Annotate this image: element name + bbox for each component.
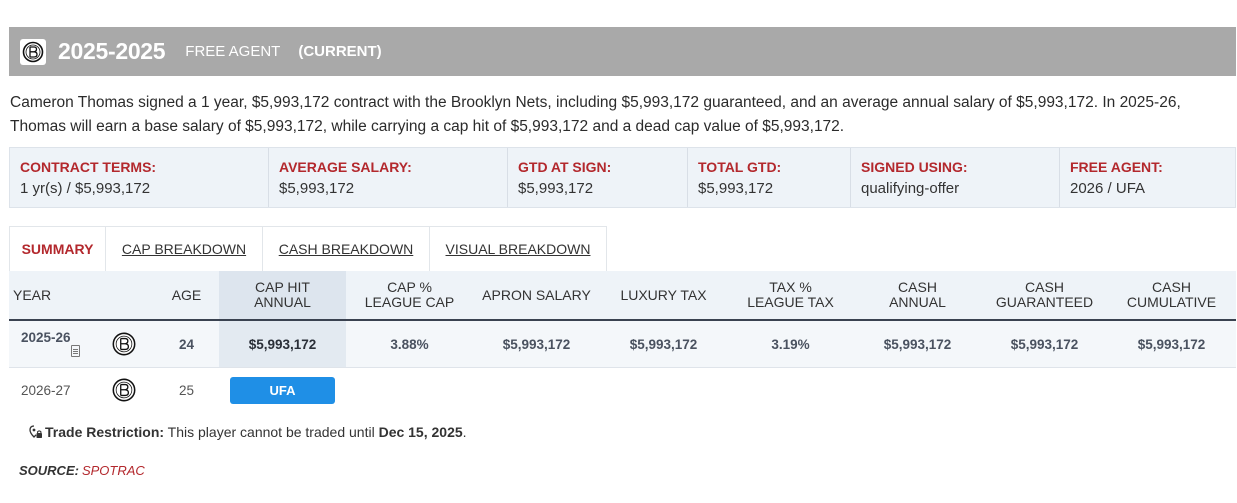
- col-year-label: YEAR: [13, 286, 52, 303]
- row-cash-cumulative: $5,993,172: [1137, 336, 1206, 352]
- term-signed-using: SIGNED USING: qualifying-offer: [851, 148, 1060, 207]
- restriction-label: Trade Restriction:: [45, 424, 165, 440]
- row-age: 25: [178, 382, 195, 398]
- nets-logo-icon: [20, 38, 46, 65]
- term-contract: CONTRACT TERMS: 1 yr(s) / $5,993,172: [10, 148, 269, 207]
- free-agent-status: FREE AGENT: [185, 43, 281, 60]
- summary-line-2: Thomas will earn a base salary of $5,993…: [10, 118, 845, 135]
- contract-summary: Cameron Thomas signed a 1 year, $5,993,1…: [10, 91, 1230, 139]
- col-apron-salary[interactable]: APRON SALARY: [473, 271, 600, 319]
- row-tax-pct: 3.19%: [771, 336, 810, 352]
- col-cash-cum-line2: CUMULATIVE: [1126, 294, 1217, 310]
- trade-restriction: Trade Restriction: This player cannot be…: [28, 424, 467, 440]
- breakdown-tabs: SUMMARY CAP BREAKDOWN CASH BREAKDOWN VIS…: [9, 226, 607, 271]
- summary-line-1: Cameron Thomas signed a 1 year, $5,993,1…: [10, 94, 1181, 111]
- term-value: 1 yr(s) / $5,993,172: [20, 180, 151, 197]
- row-age: 24: [178, 336, 195, 352]
- col-cap-pct[interactable]: CAP % LEAGUE CAP: [346, 271, 473, 319]
- col-cash-annual-line2: ANNUAL: [889, 294, 946, 310]
- col-cash-gtd-line2: GUARANTEED: [995, 294, 1094, 310]
- col-cap-pct-line1: CAP %: [387, 279, 432, 295]
- table-row: 2026-27 25 UFA: [9, 368, 1236, 412]
- nets-logo-icon: [112, 332, 136, 356]
- row-cash-annual: $5,993,172: [883, 336, 952, 352]
- table-row: 2025-26 24 $5,993,172 3.88% $5,993,172 $…: [9, 321, 1236, 368]
- restriction-end: .: [462, 424, 467, 440]
- team-logo-cell: [106, 321, 142, 367]
- col-cash-cum-line1: CASH: [1152, 279, 1191, 295]
- contract-header: 2025-2025 FREE AGENT (CURRENT): [9, 27, 1236, 76]
- col-age-label: AGE: [171, 286, 202, 303]
- col-year[interactable]: YEAR: [13, 271, 93, 319]
- row-cap-hit: $5,993,172: [219, 321, 346, 367]
- term-label: AVERAGE SALARY:: [279, 159, 412, 175]
- term-label: SIGNED USING:: [861, 159, 968, 175]
- term-total-gtd: TOTAL GTD: $5,993,172: [688, 148, 851, 207]
- col-apron-label: APRON SALARY: [482, 286, 591, 303]
- tab-cap-breakdown[interactable]: CAP BREAKDOWN: [106, 227, 263, 271]
- current-label: (CURRENT): [298, 43, 382, 60]
- row-apron-salary: $5,993,172: [502, 336, 571, 352]
- term-label: FREE AGENT:: [1070, 159, 1163, 175]
- row-luxury-tax: $5,993,172: [629, 336, 698, 352]
- row-year: 2025-26: [21, 330, 71, 345]
- col-tax-pct-line1: TAX %: [769, 279, 812, 295]
- col-tax-pct-line2: LEAGUE TAX: [747, 294, 834, 310]
- contract-years: 2025-2025: [58, 38, 166, 64]
- restriction-date: Dec 15, 2025: [378, 424, 463, 440]
- contract-note-icon[interactable]: [71, 345, 80, 357]
- restriction-text: This player cannot be traded until: [164, 424, 379, 440]
- tab-summary[interactable]: SUMMARY: [10, 227, 106, 271]
- ufa-badge: UFA: [230, 377, 335, 404]
- col-tax-pct[interactable]: TAX % LEAGUE TAX: [727, 271, 854, 319]
- col-cap-pct-line2: LEAGUE CAP: [364, 294, 455, 310]
- contract-terms-strip: CONTRACT TERMS: 1 yr(s) / $5,993,172 AVE…: [9, 147, 1236, 208]
- term-value: $5,993,172: [698, 180, 774, 197]
- team-logo-cell: [106, 368, 142, 412]
- term-gtd-at-sign: GTD AT SIGN: $5,993,172: [508, 148, 688, 207]
- term-label: CONTRACT TERMS:: [20, 159, 157, 175]
- col-cash-cumulative[interactable]: CASH CUMULATIVE: [1108, 271, 1235, 319]
- col-age[interactable]: AGE: [164, 271, 209, 319]
- source-label: SOURCE:: [19, 463, 79, 478]
- row-cash-guaranteed: $5,993,172: [1010, 336, 1079, 352]
- col-cash-gtd-line1: CASH: [1025, 279, 1064, 295]
- term-free-agent: FREE AGENT: 2026 / UFA: [1060, 148, 1235, 207]
- col-cash-annual-line1: CASH: [898, 279, 937, 295]
- source-credit: SOURCE: SPOTRAC: [19, 463, 145, 478]
- location-lock-icon: [29, 424, 42, 438]
- row-year: 2026-27: [21, 382, 71, 398]
- term-label: TOTAL GTD:: [698, 159, 782, 175]
- term-value: $5,993,172: [518, 180, 594, 197]
- col-cap-hit-line2: ANNUAL: [254, 294, 311, 310]
- term-value: 2026 / UFA: [1070, 180, 1146, 197]
- tab-cash-breakdown[interactable]: CASH BREAKDOWN: [263, 227, 430, 271]
- col-luxury-label: LUXURY TAX: [620, 286, 707, 303]
- col-luxury-tax[interactable]: LUXURY TAX: [600, 271, 727, 319]
- contract-table-header: YEAR AGE CAP HIT ANNUAL CAP % LEAGUE CAP…: [9, 271, 1236, 321]
- col-cash-guaranteed[interactable]: CASH GUARANTEED: [981, 271, 1108, 319]
- term-value: qualifying-offer: [861, 180, 960, 197]
- col-cap-hit[interactable]: CAP HIT ANNUAL: [219, 271, 346, 319]
- source-link[interactable]: SPOTRAC: [81, 463, 145, 478]
- term-average-salary: AVERAGE SALARY: $5,993,172: [269, 148, 508, 207]
- term-value: $5,993,172: [279, 180, 355, 197]
- row-cap-pct: 3.88%: [390, 336, 429, 352]
- col-cap-hit-line1: CAP HIT: [255, 279, 310, 295]
- term-label: GTD AT SIGN:: [518, 159, 612, 175]
- col-cash-annual[interactable]: CASH ANNUAL: [854, 271, 981, 319]
- nets-logo-icon: [112, 378, 136, 402]
- tab-visual-breakdown[interactable]: VISUAL BREAKDOWN: [445, 241, 591, 257]
